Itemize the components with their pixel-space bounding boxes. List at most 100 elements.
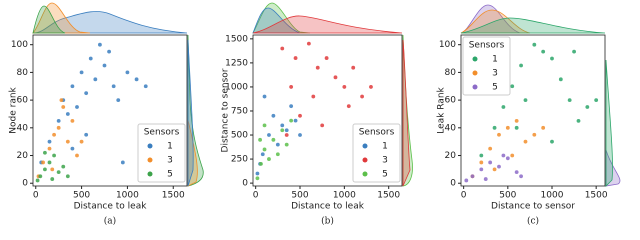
point xyxy=(497,132,501,137)
point xyxy=(289,85,294,89)
point xyxy=(501,153,506,158)
point xyxy=(75,153,79,158)
x-tick-label: 1500 xyxy=(377,191,400,201)
y-tick-label: 250 xyxy=(231,155,248,165)
legend-marker xyxy=(362,171,368,177)
point xyxy=(47,146,52,151)
point xyxy=(532,132,537,137)
x-axis-label: Distance to leak xyxy=(291,202,365,212)
legend-label: 1 xyxy=(382,142,388,152)
point xyxy=(293,56,298,60)
y-tick-label: 1250 xyxy=(225,58,248,68)
x-tick-label: 1000 xyxy=(541,191,564,201)
marginal-density xyxy=(252,2,311,34)
legend-marker xyxy=(362,157,368,163)
point xyxy=(255,171,260,176)
point xyxy=(43,167,47,172)
point xyxy=(79,70,84,75)
point xyxy=(56,118,61,123)
legend-label: 1 xyxy=(167,142,173,152)
point xyxy=(519,174,523,179)
point xyxy=(70,146,75,151)
point xyxy=(47,160,52,165)
point xyxy=(102,63,107,68)
point xyxy=(523,98,528,103)
point xyxy=(351,65,356,70)
point xyxy=(488,160,493,165)
y-tick-label: 80 xyxy=(445,68,457,78)
legend-label: 3 xyxy=(382,156,388,166)
point xyxy=(315,65,320,70)
legend: Sensors 1 3 5 xyxy=(352,123,401,183)
point xyxy=(52,153,56,158)
x-tick-label: 0 xyxy=(461,191,467,201)
marginals xyxy=(32,2,621,187)
caption: (b) xyxy=(321,216,334,227)
y-tick-label: 0 xyxy=(450,179,456,189)
y-tick-label: 60 xyxy=(445,96,457,106)
marginal-density xyxy=(402,39,411,187)
legend-box xyxy=(137,123,186,183)
point xyxy=(483,177,488,181)
point xyxy=(514,170,519,175)
legend-marker xyxy=(147,143,153,149)
legend-marker xyxy=(362,143,368,149)
caption: (a) xyxy=(104,216,116,227)
x-tick-label: 500 xyxy=(73,191,90,201)
point xyxy=(258,137,262,142)
point xyxy=(56,125,61,130)
point xyxy=(255,176,260,181)
x-tick-label: 0 xyxy=(253,191,259,201)
point xyxy=(298,133,302,137)
point xyxy=(289,104,294,109)
y-tick-label: 40 xyxy=(445,123,457,133)
point xyxy=(43,150,47,155)
legend-marker xyxy=(472,70,478,76)
point xyxy=(585,105,590,109)
point xyxy=(56,170,61,175)
y-axis-label: Distance to sensor xyxy=(221,68,231,152)
y-tick-label: 750 xyxy=(231,106,248,116)
legend-label: 1 xyxy=(492,55,498,65)
x-tick-label: 500 xyxy=(499,191,516,201)
point xyxy=(514,125,519,130)
point xyxy=(320,123,325,128)
legend-box xyxy=(462,36,511,96)
point xyxy=(505,125,510,130)
y-tick-label: 20 xyxy=(17,151,29,161)
point xyxy=(324,56,329,60)
legend-title: Sensors xyxy=(359,128,395,138)
x-tick-label: 0 xyxy=(33,191,39,201)
point xyxy=(275,142,280,147)
point xyxy=(280,128,285,133)
marginal-density xyxy=(187,39,194,187)
point xyxy=(470,174,475,179)
point xyxy=(333,75,338,80)
legend-label: 5 xyxy=(382,170,388,180)
y-tick-label: 100 xyxy=(439,40,456,50)
point xyxy=(594,98,599,103)
point xyxy=(61,164,66,169)
x-axis-label: Distance to leak xyxy=(74,202,148,212)
point xyxy=(88,56,93,61)
point xyxy=(523,139,528,144)
x-tick-label: 1500 xyxy=(585,191,608,201)
point xyxy=(519,63,523,68)
point xyxy=(488,146,493,151)
point xyxy=(84,91,89,96)
point xyxy=(93,77,98,82)
legend-box xyxy=(352,123,401,183)
point xyxy=(116,98,121,103)
legend-title: Sensors xyxy=(144,128,180,138)
point xyxy=(70,84,75,89)
point xyxy=(284,142,289,147)
point xyxy=(35,178,40,183)
point xyxy=(541,49,546,54)
point xyxy=(61,105,66,109)
point xyxy=(111,84,116,89)
point xyxy=(501,105,506,109)
x-tick-label: 1000 xyxy=(116,191,139,201)
point xyxy=(260,152,265,157)
point xyxy=(576,118,581,123)
point xyxy=(267,157,271,161)
